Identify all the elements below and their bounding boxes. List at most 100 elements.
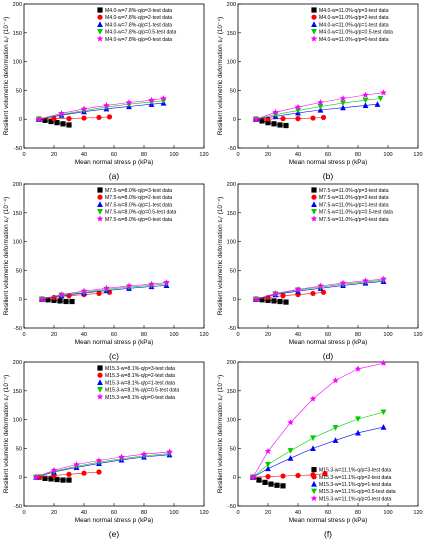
data-point [380,423,387,430]
y-tick-label: 150 [13,31,22,37]
data-point [252,115,260,122]
data-point [51,297,57,303]
data-point [320,289,327,295]
data-point [283,299,289,305]
data-point [354,365,362,372]
x-tick-label: 0 [236,152,239,158]
data-point [271,298,277,304]
x-tick-label: 120 [413,510,422,516]
legend-entry: M4.0-w=7.8%-q/p=1-test data [105,22,172,28]
y-axis-label: Resilient volumetric deformation εᵥʳ (10… [3,375,10,493]
x-tick-label: 80 [355,152,361,158]
x-tick-label: 20 [51,510,57,516]
legend-entry: M4.0-w=11.0%-q/p=3-test data [319,8,389,14]
legend-marker [311,209,317,215]
legend-marker [311,21,317,27]
data-point [125,282,133,289]
data-point [32,473,40,480]
data-point [355,416,361,423]
legend-entry: M4.0-w=7.8%-q/p=2-test data [105,15,172,21]
data-point [362,277,369,284]
x-tick-label: 80 [141,332,147,338]
data-point [66,477,72,483]
data-point [66,471,72,477]
legend-marker [311,474,317,480]
data-point [362,97,369,104]
legend-marker [310,495,318,502]
data-point [380,89,387,96]
y-tick-label: 0 [19,117,22,123]
data-point [148,96,155,103]
data-point [295,116,301,122]
data-point [81,115,87,121]
data-point [265,120,271,126]
data-point [287,419,294,426]
data-point [377,95,384,102]
data-point [271,121,277,127]
y-tick-label: -50 [14,146,22,152]
data-point [148,280,155,287]
data-point [380,409,387,416]
x-tick-label: 40 [81,152,87,158]
y-tick-label: -50 [228,504,236,510]
x-tick-label: 60 [111,152,117,158]
legend-marker [311,488,317,495]
legend-marker [310,35,318,42]
legend-marker [96,35,104,42]
legend-marker [311,29,317,35]
data-point [272,108,279,116]
y-tick-label: 0 [19,475,22,481]
x-tick-label: 80 [355,332,361,338]
data-point [42,117,48,123]
x-tick-label: 40 [295,152,301,158]
x-tick-label: 20 [265,510,271,516]
data-point [81,470,87,476]
legend-marker [310,215,318,222]
x-tick-label: 120 [199,510,208,516]
y-tick-label: 200 [227,182,236,188]
data-point [317,99,324,106]
data-point [340,104,346,111]
legend-entry: M4.0-w=11.0%-q/p=1-test data [319,22,389,28]
data-point [310,115,316,121]
data-point [317,106,324,113]
data-point [362,102,369,108]
data-point [317,282,324,289]
x-axis-label: Mean normal stress p (kPa) [75,159,154,166]
y-tick-label: -50 [228,146,236,152]
x-axis-label: Mean normal stress p (kPa) [75,339,154,346]
legend-entry: M15.3-w=8.1%-q/p=2-test data [105,373,175,379]
data-point [355,429,361,436]
data-point [332,377,339,384]
plot-frame [237,183,419,329]
legend-entry: M15.3-w=8.1%-q/p=0-test data [105,395,175,401]
x-tick-label: 100 [169,510,178,516]
x-tick-label: 100 [169,332,178,338]
y-tick-label: 150 [227,211,236,217]
data-point [69,298,75,305]
x-tick-label: 40 [295,332,301,338]
data-point [54,476,60,483]
y-tick-label: 100 [227,60,236,66]
data-point [268,481,274,487]
data-point [339,279,347,286]
y-tick-label: 200 [13,2,22,8]
legend-marker [311,7,317,13]
data-point [295,472,301,479]
y-tick-label: 150 [227,389,236,395]
x-tick-label: 80 [141,152,147,158]
x-tick-label: 0 [236,332,239,338]
plot-frame [23,183,205,329]
x-tick-label: 40 [81,332,87,338]
y-axis-label: Resilient volumetric deformation εᵥʳ (10… [217,17,224,135]
legend-entry: M15.3-w=11.1%-q/p=1-test data [319,482,392,488]
series [252,275,387,302]
x-tick-label: 60 [111,510,117,516]
data-point [277,122,283,128]
x-tick-label: 60 [111,332,117,338]
legend-marker [97,365,103,371]
plot-frame [23,361,205,507]
